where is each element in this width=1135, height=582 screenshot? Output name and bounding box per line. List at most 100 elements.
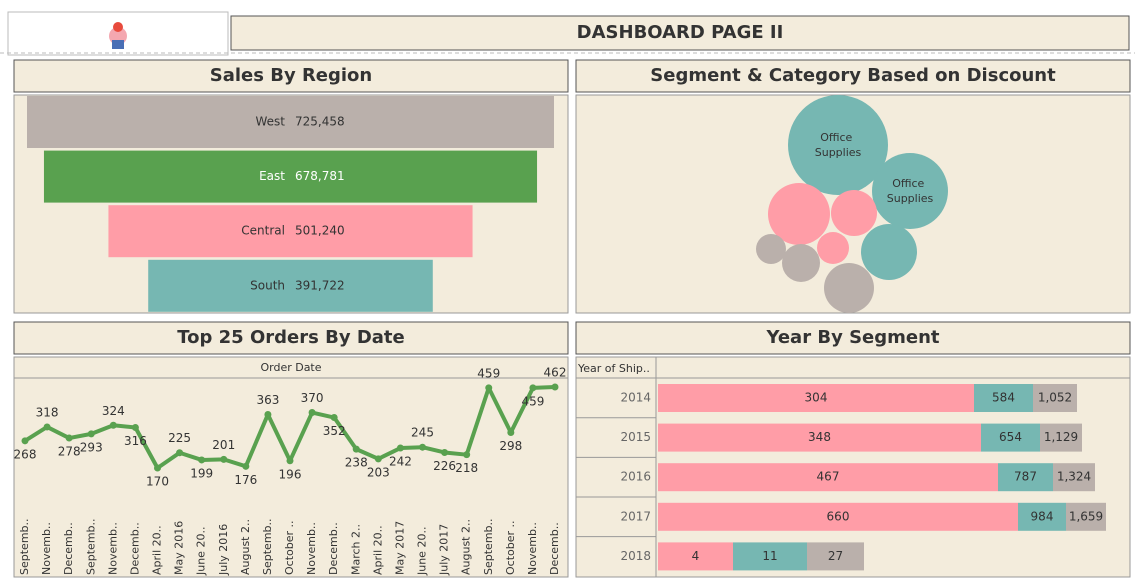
data-label: 459: [477, 366, 500, 380]
value-label: 391,722: [295, 278, 345, 292]
panel-title: Top 25 Orders By Date: [177, 327, 404, 348]
data-label: 654: [999, 430, 1022, 444]
x-tick-label: May 2016: [173, 521, 186, 575]
x-tick-label: May 2017: [393, 521, 406, 575]
value-label: 501,240: [295, 224, 345, 238]
point: [374, 455, 382, 463]
data-label: 11: [762, 549, 777, 563]
point: [154, 464, 161, 472]
bubble-label: Office Supplies: [887, 177, 934, 205]
data-label: 242: [389, 455, 412, 469]
bubble: [768, 183, 830, 245]
x-tick-label: April 20..: [371, 525, 384, 575]
title-box: [230, 15, 1130, 51]
x-tick-label: Novemb..: [526, 522, 539, 575]
x-tick-label: October ..: [504, 520, 517, 575]
bar-segment: [1053, 463, 1095, 492]
data-label: 459: [521, 394, 544, 408]
panel-title: Segment & Category Based on Discount: [650, 65, 1056, 86]
point: [242, 462, 250, 470]
panel-title-box: [13, 321, 569, 355]
bar-segment: [733, 542, 807, 571]
x-tick-label: July 2017: [438, 524, 451, 576]
x-tick-label: June 20..: [416, 527, 429, 576]
category-label: South: [250, 278, 285, 292]
data-label: 170: [146, 475, 169, 489]
bar-segment: [658, 502, 1018, 531]
x-tick-label: Novemb..: [106, 522, 119, 575]
point: [220, 455, 228, 463]
bar-segment: [981, 423, 1040, 452]
row-label: 2018: [620, 549, 651, 563]
bar-segment: [658, 423, 981, 452]
value-label: 678,781: [295, 169, 345, 183]
data-label: 238: [345, 456, 368, 470]
data-label: 348: [808, 430, 831, 444]
x-tick-label: Septemb..: [482, 518, 495, 575]
bubble: [824, 263, 874, 313]
point: [529, 384, 537, 392]
data-label: 196: [279, 467, 302, 481]
panel-title-box: [575, 321, 1131, 355]
panel-title-box: [13, 59, 569, 93]
bar-segment: [658, 384, 974, 412]
data-label: 226: [433, 459, 456, 473]
data-label: 278: [58, 445, 81, 459]
bubble-label: Office Supplies: [815, 131, 862, 159]
value-label: 725,458: [295, 115, 345, 129]
data-label: 984: [1031, 509, 1054, 523]
data-label: 363: [256, 393, 279, 407]
point: [109, 421, 117, 429]
data-label: 199: [190, 466, 213, 480]
data-label: 787: [1014, 470, 1037, 484]
panel-title-box: [575, 59, 1131, 93]
bar-segment: [974, 384, 1033, 412]
x-tick-label: March 2..: [349, 524, 362, 575]
data-label: 245: [411, 426, 434, 440]
bar-segment: [998, 463, 1053, 492]
x-tick-label: Decemb..: [548, 522, 561, 575]
x-tick-label: Decemb..: [327, 522, 340, 575]
data-label: 218: [455, 461, 478, 475]
x-tick-label: July 2016: [217, 524, 230, 576]
data-label: 1,129: [1044, 430, 1078, 444]
bubble: [788, 95, 888, 195]
bar: [108, 205, 473, 258]
bar-segment: [658, 542, 733, 571]
panel: [13, 356, 569, 578]
point: [308, 409, 316, 417]
x-tick-label: Decemb..: [62, 522, 75, 575]
point: [131, 424, 139, 431]
bar-segment: [658, 463, 998, 492]
x-tick-label: Septemb..: [18, 518, 31, 575]
bar-segment: [1018, 502, 1066, 531]
data-label: 203: [367, 465, 390, 479]
bubble: [872, 153, 948, 229]
bar-segment: [1040, 423, 1082, 452]
x-tick-label: Novemb..: [305, 522, 318, 575]
data-label: 201: [212, 438, 235, 452]
data-label: 225: [168, 431, 191, 445]
bar-segment: [1033, 384, 1077, 412]
x-tick-label: Decemb..: [128, 522, 141, 575]
point: [441, 448, 449, 456]
point: [419, 443, 426, 451]
x-tick-label: October ..: [283, 520, 296, 575]
data-label: 1,052: [1038, 391, 1072, 405]
data-label: 1,324: [1057, 470, 1091, 484]
bar-segment: [807, 542, 864, 571]
point: [65, 434, 73, 442]
bubble: [756, 234, 786, 264]
x-tick-label: June 20..: [195, 527, 208, 576]
dashboard-title: DASHBOARD PAGE II: [577, 22, 784, 43]
data-label: 298: [499, 439, 522, 453]
bubble: [782, 244, 820, 282]
logo: [109, 22, 127, 49]
point: [43, 423, 51, 431]
point: [264, 410, 272, 418]
category-label: West: [255, 115, 285, 129]
point: [330, 414, 338, 422]
point: [21, 437, 29, 445]
data-label: 352: [323, 424, 346, 438]
